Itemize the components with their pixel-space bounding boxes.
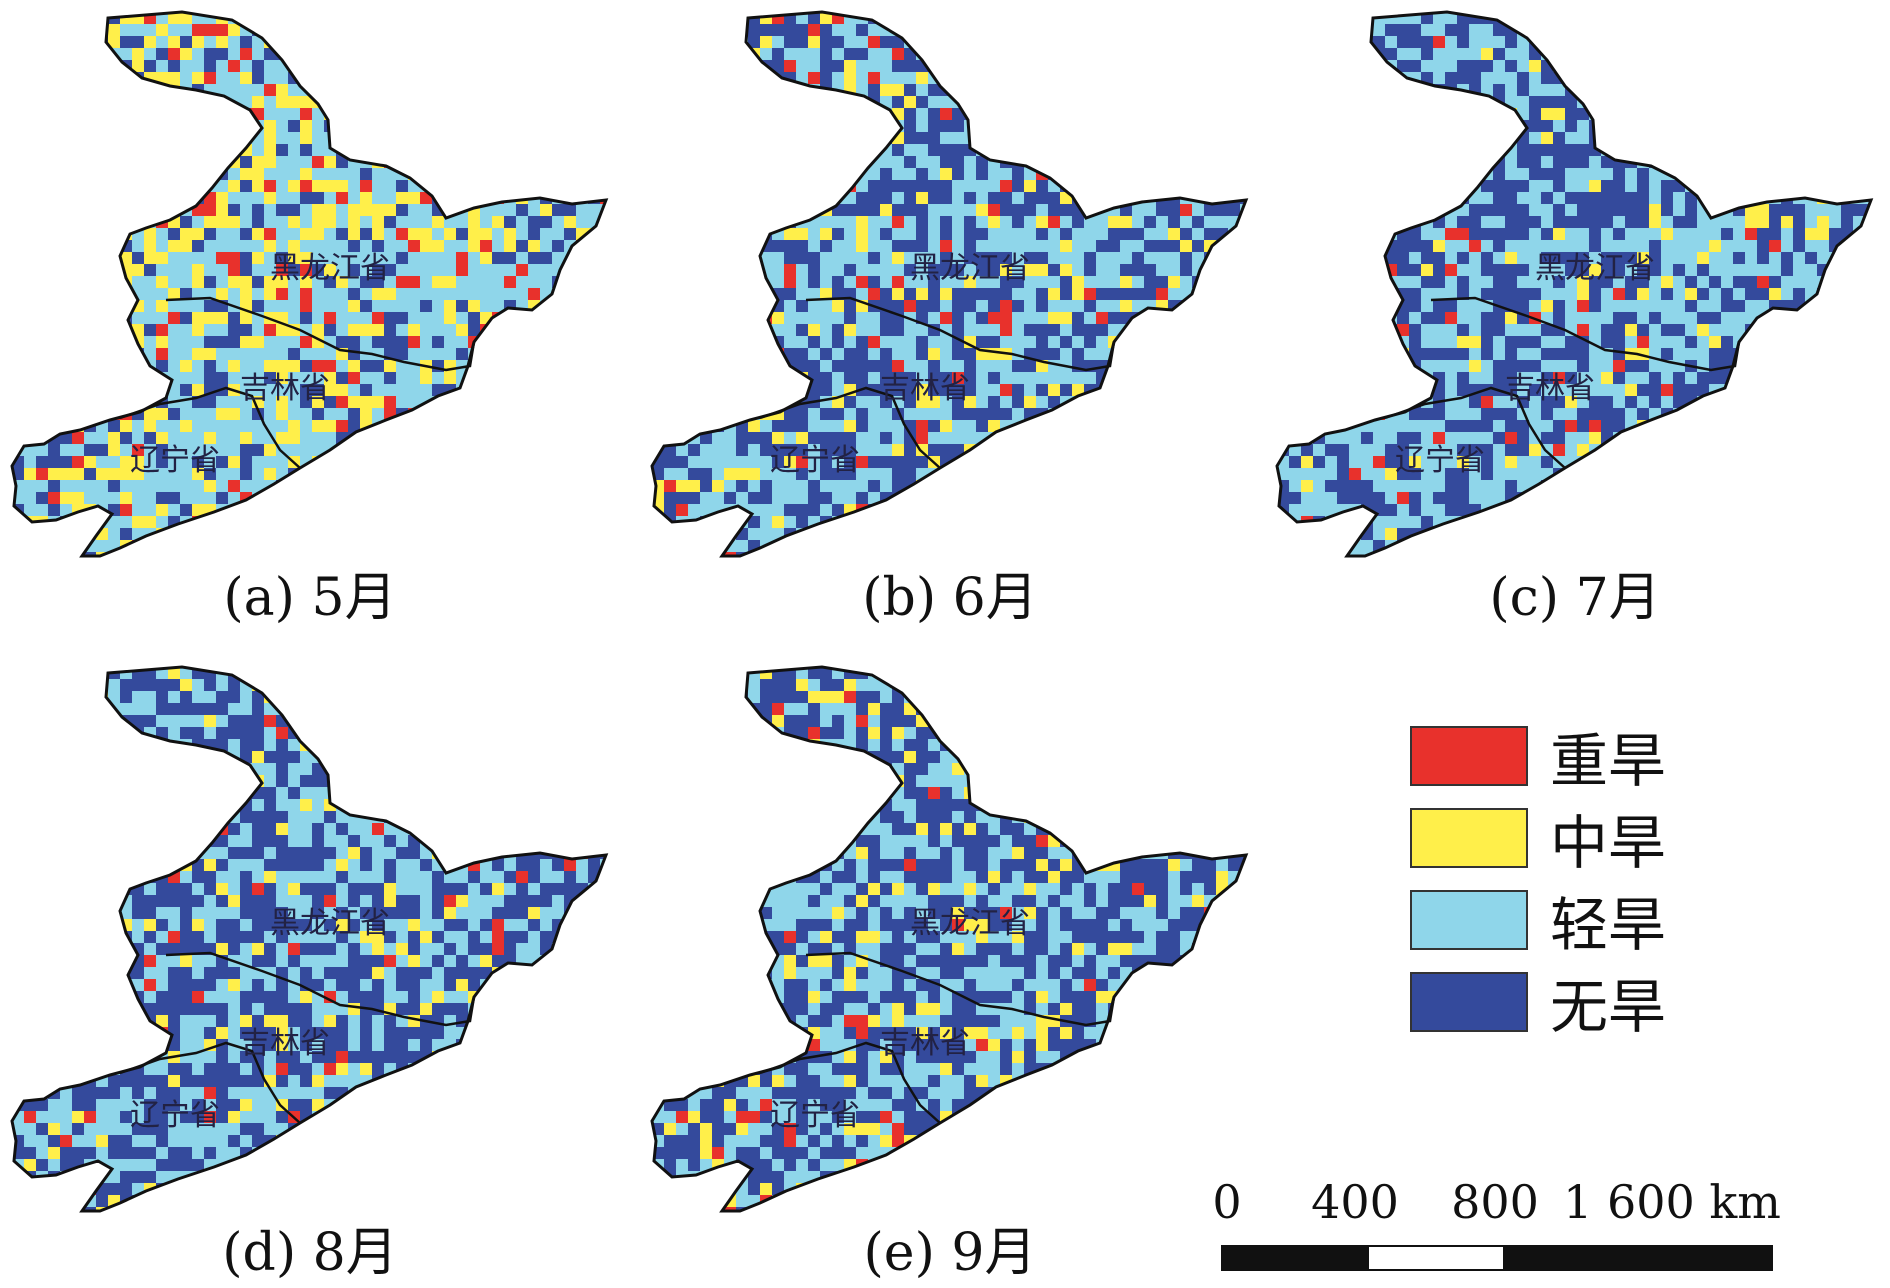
region-outline bbox=[10, 10, 609, 558]
legend-item-none: 无旱 bbox=[1410, 961, 1666, 1043]
border-jilin-liaoning bbox=[759, 386, 941, 469]
legend-item-severe: 重旱 bbox=[1410, 715, 1666, 797]
border-jilin-liaoning bbox=[759, 1041, 941, 1124]
panel-caption: (c) 7月 bbox=[1489, 568, 1661, 628]
region-outline bbox=[650, 10, 1249, 558]
border-heilongjiang-jilin bbox=[805, 951, 1116, 1027]
province-label-liaoning: 辽宁省 bbox=[770, 1098, 860, 1133]
province-label-jilin: 吉林省 bbox=[880, 1026, 970, 1061]
map-panel-5: 黑龙江省吉林省辽宁省 (e) 9月 bbox=[640, 655, 1260, 1283]
legend: 重旱 中旱 轻旱 无旱 bbox=[1410, 715, 1666, 1043]
border-heilongjiang-jilin bbox=[165, 951, 476, 1027]
map-panel-3: 黑龙江省吉林省辽宁省 (c) 7月 bbox=[1265, 0, 1885, 628]
border-jilin-liaoning bbox=[119, 386, 301, 469]
scale-segment-2 bbox=[1367, 1245, 1505, 1271]
region-outline bbox=[650, 665, 1249, 1213]
border-heilongjiang-jilin bbox=[165, 296, 476, 372]
legend-label-light: 轻旱 bbox=[1550, 891, 1667, 959]
scale-tick-400: 400 bbox=[1311, 1175, 1399, 1229]
scale-bar: 0 400 800 1 600 km bbox=[1210, 1175, 1781, 1275]
province-label-heilongjiang: 黑龙江省 bbox=[270, 906, 390, 941]
panel-caption: (a) 5月 bbox=[223, 568, 397, 628]
scale-tick-1600: 1 600 km bbox=[1563, 1175, 1781, 1229]
scale-tick-0: 0 bbox=[1212, 1175, 1242, 1229]
scale-segment-1 bbox=[1221, 1245, 1369, 1271]
province-label-heilongjiang: 黑龙江省 bbox=[1535, 251, 1655, 286]
province-label-heilongjiang: 黑龙江省 bbox=[910, 906, 1030, 941]
province-label-jilin: 吉林省 bbox=[240, 371, 330, 406]
legend-label-moderate: 中旱 bbox=[1550, 809, 1667, 877]
legend-label-severe: 重旱 bbox=[1550, 727, 1667, 795]
legend-item-light: 轻旱 bbox=[1410, 879, 1666, 961]
province-label-liaoning: 辽宁省 bbox=[770, 443, 860, 478]
legend-swatch-severe bbox=[1410, 726, 1528, 786]
legend-item-moderate: 中旱 bbox=[1410, 797, 1666, 879]
map-panel-2: 黑龙江省吉林省辽宁省 (b) 6月 bbox=[640, 0, 1260, 628]
legend-swatch-none bbox=[1410, 972, 1528, 1032]
map-panel-1: 黑龙江省吉林省辽宁省 (a) 5月 bbox=[0, 0, 620, 628]
border-heilongjiang-jilin bbox=[805, 296, 1116, 372]
panel-caption: (d) 8月 bbox=[222, 1223, 398, 1283]
province-label-heilongjiang: 黑龙江省 bbox=[270, 251, 390, 286]
legend-swatch-moderate bbox=[1410, 808, 1528, 868]
border-jilin-liaoning bbox=[1384, 386, 1566, 469]
scale-tick-800: 800 bbox=[1451, 1175, 1539, 1229]
panel-caption: (e) 9月 bbox=[863, 1223, 1037, 1283]
province-label-jilin: 吉林省 bbox=[880, 371, 970, 406]
province-label-liaoning: 辽宁省 bbox=[1395, 443, 1485, 478]
legend-swatch-light bbox=[1410, 890, 1528, 950]
province-label-liaoning: 辽宁省 bbox=[130, 1098, 220, 1133]
province-label-heilongjiang: 黑龙江省 bbox=[910, 251, 1030, 286]
border-heilongjiang-jilin bbox=[1430, 296, 1741, 372]
region-outline bbox=[1275, 10, 1874, 558]
border-jilin-liaoning bbox=[119, 1041, 301, 1124]
province-label-jilin: 吉林省 bbox=[240, 1026, 330, 1061]
province-label-liaoning: 辽宁省 bbox=[130, 443, 220, 478]
legend-label-none: 无旱 bbox=[1550, 973, 1667, 1041]
panel-caption: (b) 6月 bbox=[862, 568, 1038, 628]
scale-segment-3 bbox=[1503, 1245, 1773, 1271]
region-outline bbox=[10, 665, 609, 1213]
province-label-jilin: 吉林省 bbox=[1505, 371, 1595, 406]
map-panel-4: 黑龙江省吉林省辽宁省 (d) 8月 bbox=[0, 655, 620, 1283]
